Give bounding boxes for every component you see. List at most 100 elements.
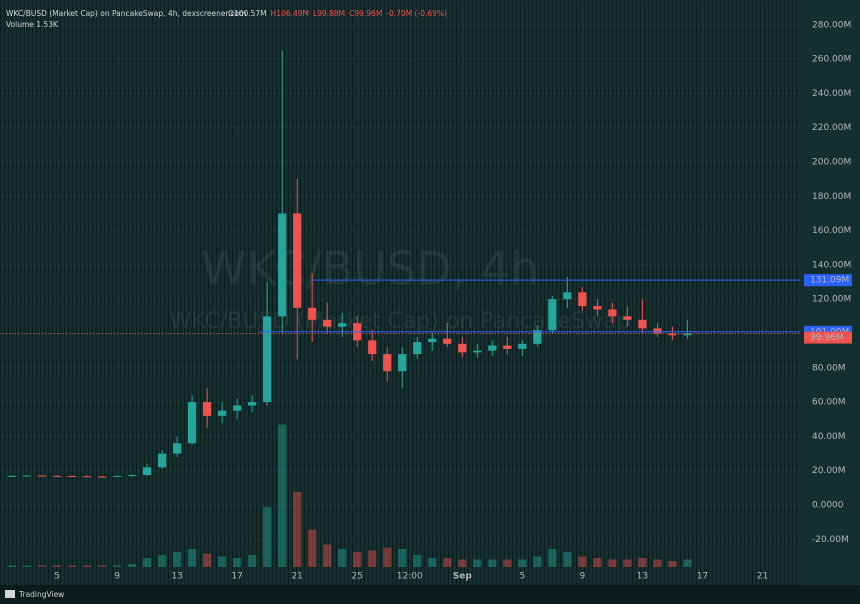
volume-bar [563, 552, 572, 567]
y-tick-label: 40.00M [812, 432, 846, 442]
candle-body [263, 316, 272, 403]
y-tick-label: 240.00M [812, 89, 851, 99]
volume-bar [263, 507, 272, 567]
candle-body [563, 292, 572, 300]
candle-body [338, 323, 347, 327]
volume-bar [172, 552, 182, 567]
y-tick-label: 260.00M [812, 55, 851, 65]
volume-bar [218, 556, 227, 567]
volume-label: Volume 1.53K [6, 20, 59, 29]
volume-bar [383, 547, 392, 567]
volume-bar [623, 559, 632, 567]
y-tick-label: -20.00M [812, 535, 849, 545]
candle-body [142, 467, 152, 476]
x-tick-label: 21 [291, 572, 302, 582]
y-tick-label: 20.00M [812, 466, 846, 476]
candle-body [473, 350, 482, 353]
legend-value: O100.57M [228, 9, 267, 18]
candle-body [308, 307, 317, 320]
price-label-box [804, 274, 852, 287]
candle-body [398, 354, 407, 372]
volume-bar [518, 559, 527, 567]
candle-body [67, 476, 77, 478]
volume-bar [353, 552, 362, 567]
y-tick-label: 120.00M [812, 295, 851, 305]
volume-bar [112, 565, 122, 567]
price-label: 131.09M [810, 276, 849, 286]
volume-bar [157, 555, 167, 567]
volume-bar [67, 565, 77, 567]
candle-body [233, 405, 242, 411]
watermark: WKC/BUSD, 4h [201, 242, 539, 296]
volume-bar [338, 549, 347, 567]
x-tick-label: 5 [519, 572, 525, 582]
x-tick-label: Sep [453, 572, 473, 582]
candle-body [82, 476, 92, 478]
y-tick-label: 280.00M [812, 20, 851, 30]
volume-bar [593, 558, 602, 567]
candle-body [187, 402, 197, 444]
legend-value: C99.96M [349, 9, 382, 18]
y-tick-label: 0.0000 [812, 501, 844, 511]
candle-body [548, 299, 557, 331]
candle-body [533, 330, 542, 344]
volume-bar [368, 550, 377, 567]
candle-body [488, 345, 497, 351]
volume-bar [578, 556, 587, 567]
volume-bar [22, 565, 32, 567]
candle-body [578, 292, 587, 307]
candle-body [653, 328, 662, 334]
price-label: 99.96M [810, 333, 844, 343]
candle-body [638, 319, 647, 329]
volume-bar [458, 559, 467, 567]
volume-bar [293, 492, 302, 567]
x-tick-label: 12:00 [397, 572, 423, 582]
volume-bar [398, 549, 407, 567]
y-tick-label: 140.00M [812, 260, 851, 270]
y-tick-label: 60.00M [812, 398, 846, 408]
volume-bar [533, 556, 542, 567]
candle-body [443, 338, 452, 344]
watermark-subtitle: WKC/BUSD (Market Cap) on PancakeSwap [169, 309, 630, 334]
volume-bar [52, 565, 62, 567]
x-tick-label: 9 [579, 572, 585, 582]
legend-value: H106.49M [271, 9, 309, 18]
legend-value: -0.70M (-0.69%) [386, 9, 447, 18]
candle-body [383, 354, 392, 372]
volume-bar [187, 549, 197, 567]
volume-bar [233, 558, 242, 567]
candle-body [413, 342, 422, 355]
candle-body [203, 402, 212, 416]
candle-body [668, 333, 677, 336]
x-tick-label: 25 [351, 572, 362, 582]
candle-body [608, 309, 617, 317]
legend-value: L99.88M [313, 9, 345, 18]
candle-body [593, 306, 602, 310]
volume-bar [142, 558, 152, 567]
volume-bar [683, 559, 692, 567]
volume-bar [608, 559, 617, 567]
candle-body [157, 453, 167, 468]
candle-body [22, 475, 32, 477]
header-title: WKC/BUSD (Market Cap) on PancakeSwap, 4h… [6, 9, 246, 18]
y-tick-label: 180.00M [812, 192, 851, 202]
candle-body [37, 475, 47, 477]
candle-body [172, 443, 182, 454]
y-tick-label: 220.00M [812, 123, 851, 133]
candle-body [458, 343, 467, 353]
candle-body [368, 340, 377, 355]
candle-body [623, 316, 632, 320]
x-tick-label: 17 [231, 572, 242, 582]
volume-bar [653, 559, 662, 567]
candle-body [683, 333, 692, 336]
brand-logo [5, 590, 15, 598]
y-tick-label: 80.00M [812, 363, 846, 373]
volume-bar [82, 565, 92, 567]
volume-bar [488, 559, 497, 567]
x-tick-label: 13 [637, 572, 648, 582]
candle-body [52, 475, 62, 477]
volume-bar [97, 565, 107, 567]
volume-bar [248, 555, 257, 567]
candle-body [248, 402, 257, 406]
